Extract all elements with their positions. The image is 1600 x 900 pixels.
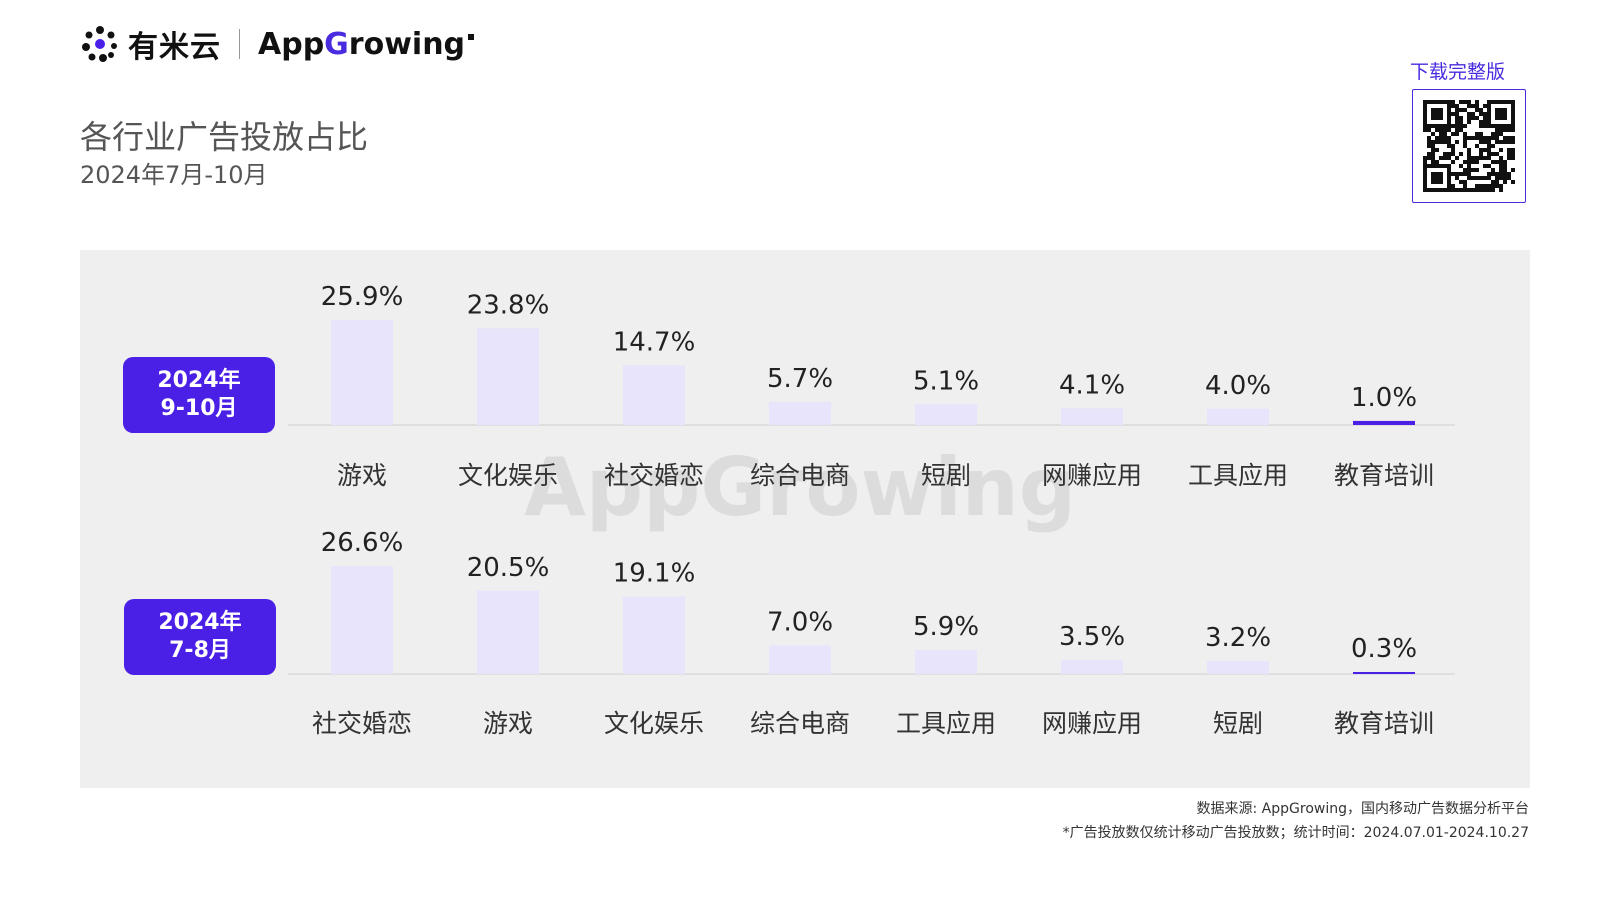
category-label: 工具应用 — [896, 709, 996, 738]
period-badge-months: 7-8月 — [169, 638, 231, 663]
data-label: 26.6% — [321, 528, 404, 558]
data-label: 3.5% — [1059, 622, 1125, 652]
data-label: 25.9% — [321, 282, 404, 312]
bar-综合电商 — [769, 645, 831, 674]
category-label: 综合电商 — [750, 709, 850, 738]
data-label: 20.5% — [467, 553, 550, 583]
bar-社交婚恋 — [331, 566, 393, 674]
data-label: 4.1% — [1059, 370, 1125, 400]
category-label: 网赚应用 — [1042, 461, 1142, 490]
data-label: 23.8% — [467, 290, 550, 320]
data-label: 1.0% — [1351, 383, 1417, 413]
category-label: 教育培训 — [1334, 709, 1434, 738]
data-label: 0.3% — [1351, 634, 1417, 664]
data-label: 19.1% — [613, 558, 696, 588]
category-label: 社交婚恋 — [312, 709, 412, 738]
category-label: 游戏 — [483, 709, 533, 738]
brand-dot — [468, 34, 475, 40]
data-label: 14.7% — [613, 327, 696, 357]
bar-工具应用 — [1207, 408, 1269, 425]
bar-短剧 — [915, 404, 977, 425]
bar-游戏 — [331, 319, 393, 425]
brand-en-g: G — [324, 26, 349, 62]
data-label: 5.9% — [913, 612, 979, 642]
bar-社交婚恋 — [623, 365, 685, 425]
bar-短剧 — [1207, 661, 1269, 674]
category-label: 教育培训 — [1334, 461, 1434, 490]
bar-网赚应用 — [1061, 659, 1123, 674]
download-full-version-link[interactable]: 下载完整版 — [1410, 61, 1506, 83]
category-label: 文化娱乐 — [604, 709, 704, 738]
period-badge-year: 2024年 — [157, 368, 241, 393]
bar-文化娱乐 — [477, 328, 539, 425]
footer-source: 数据来源: AppGrowing，国内移动广告数据分析平台 — [1196, 801, 1529, 817]
brand-en-suffix: rowing — [348, 26, 466, 62]
bar-教育培训 — [1353, 672, 1415, 674]
period-badge-months: 9-10月 — [160, 396, 238, 421]
brand-en-prefix: App — [258, 26, 325, 62]
brand-name-cn: 有米云 — [128, 30, 221, 65]
logo-divider — [239, 29, 240, 59]
page-subtitle: 2024年7月-10月 — [80, 161, 268, 189]
bar-文化娱乐 — [623, 596, 685, 674]
bar-综合电商 — [769, 401, 831, 425]
qr-code[interactable] — [1412, 89, 1526, 203]
category-label: 社交婚恋 — [604, 461, 704, 490]
category-label: 综合电商 — [750, 461, 850, 490]
category-label: 文化娱乐 — [458, 461, 558, 490]
period-badge-jul-aug: 2024年 7-8月 — [124, 599, 276, 675]
data-label: 5.1% — [913, 366, 979, 396]
page-title: 各行业广告投放占比 — [80, 118, 369, 156]
category-label: 游戏 — [337, 461, 387, 490]
period-badge-year: 2024年 — [158, 610, 242, 635]
bar-网赚应用 — [1061, 408, 1123, 425]
bar-charts: 25.9% 游戏 23.8% 文化娱乐 14.7% 社交婚恋 5.7% 综合电商 5.1% 短剧 4… — [288, 282, 1455, 738]
category-label: 短剧 — [1213, 709, 1263, 738]
category-label: 网赚应用 — [1042, 709, 1142, 738]
bar-工具应用 — [915, 650, 977, 674]
data-label: 3.2% — [1205, 623, 1271, 653]
footer-note: *广告投放数仅统计移动广告投放数；统计时间：2024.07.01-2024.10… — [1062, 825, 1529, 841]
qr-code-icon — [1423, 100, 1515, 192]
data-label: 5.7% — [767, 364, 833, 394]
period-badge-sep-oct: 2024年 9-10月 — [123, 357, 275, 433]
bar-教育培训 — [1353, 420, 1415, 425]
category-label: 短剧 — [921, 461, 971, 490]
category-label: 工具应用 — [1188, 461, 1288, 490]
youmi-logo-icon — [82, 26, 117, 62]
bar-游戏 — [477, 590, 539, 674]
data-label: 7.0% — [767, 608, 833, 638]
data-label: 4.0% — [1205, 371, 1271, 401]
chart-panel: AppGrowing 25.9% 游戏 23.8% 文化娱乐 14.7% 社交婚恋 5.7%… — [80, 250, 1530, 788]
